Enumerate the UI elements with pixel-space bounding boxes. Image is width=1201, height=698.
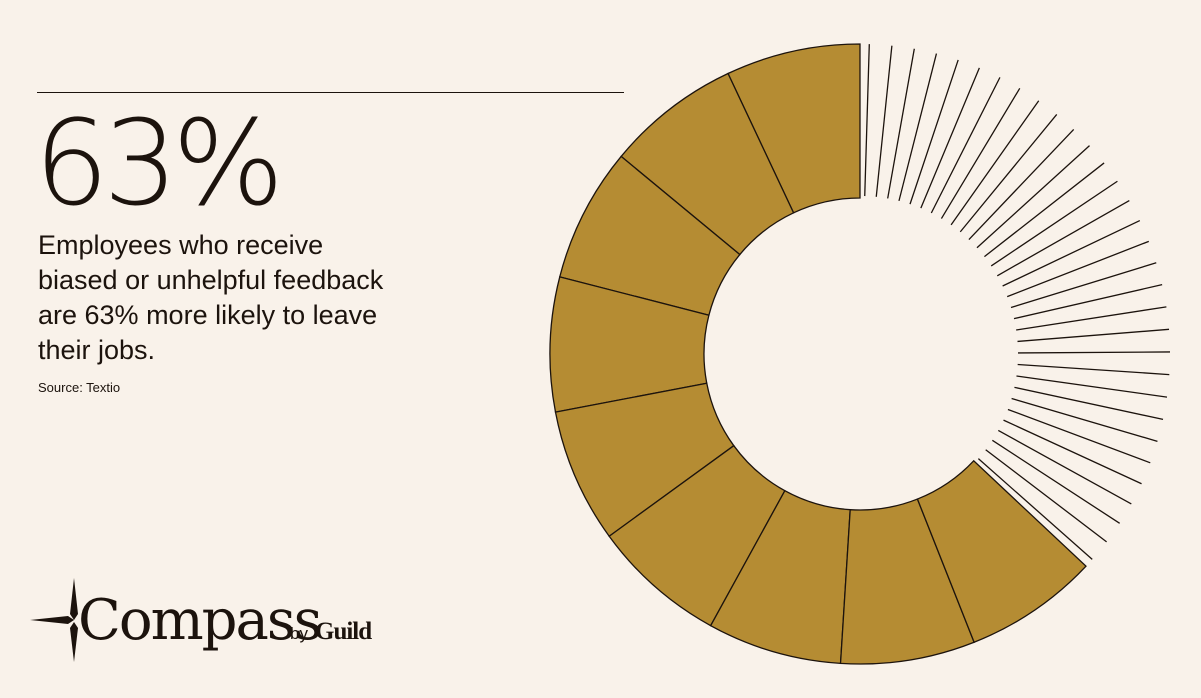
unfilled-tick	[1013, 283, 1163, 320]
unfilled-tick	[909, 59, 959, 205]
divider-line	[37, 92, 624, 93]
unfilled-tick	[1002, 219, 1141, 287]
unfilled-tick	[920, 67, 980, 209]
logo-company: Guild	[315, 618, 372, 645]
unfilled-tick	[875, 45, 893, 197]
unfilled-tick	[1010, 262, 1157, 309]
unfilled-tick	[990, 180, 1118, 267]
filled-segment	[916, 459, 1087, 644]
unfilled-tick	[1016, 306, 1167, 331]
compass-logo: Compass by Guild	[30, 576, 380, 671]
source-note: Source: Textio	[38, 380, 121, 395]
unfilled-tick	[997, 429, 1132, 505]
unfilled-tick	[977, 458, 1093, 560]
unfilled-tick	[976, 145, 1090, 249]
unfilled-tick	[940, 87, 1021, 219]
unfilled-tick	[864, 44, 870, 197]
unfilled-tick	[1016, 375, 1168, 398]
unfilled-tick	[1003, 419, 1142, 485]
unfilled-tick	[959, 114, 1058, 233]
unfilled-tick	[1017, 363, 1170, 376]
unfilled-tick	[930, 77, 1001, 214]
logo-by: by	[290, 624, 308, 643]
unfilled-tick	[996, 199, 1130, 277]
unfilled-tick	[991, 439, 1121, 524]
headline-stat: 63%	[34, 94, 284, 232]
unfilled-tick	[968, 128, 1075, 240]
unfilled-tick	[985, 449, 1108, 543]
unfilled-tick	[898, 53, 938, 202]
headline-description: Employees who receive biased or unhelpfu…	[38, 230, 384, 365]
unfilled-tick	[1017, 328, 1170, 343]
unfilled-tick	[1007, 408, 1151, 464]
unfilled-tick	[984, 162, 1105, 258]
unfilled-tick	[1006, 240, 1150, 298]
unfilled-tick	[1017, 351, 1170, 354]
unfilled-tick	[1014, 386, 1164, 421]
unfilled-tick	[1011, 397, 1158, 442]
unfilled-tick	[950, 100, 1040, 226]
logo-wordmark: Compass	[78, 588, 322, 653]
unfilled-tick	[887, 48, 915, 199]
compass-star-icon	[30, 578, 78, 662]
